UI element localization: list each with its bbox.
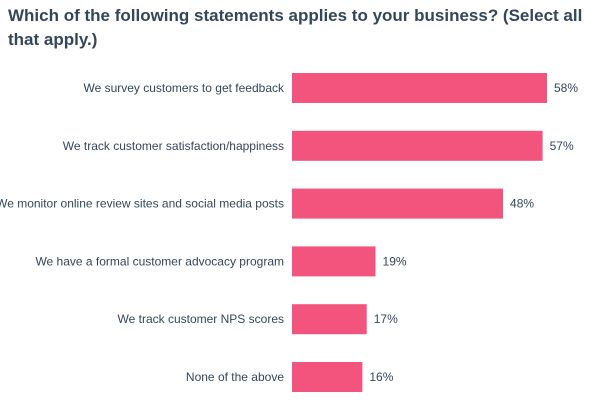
bar <box>292 73 547 103</box>
value-label: 19% <box>383 254 407 268</box>
category-label: We track customer NPS scores <box>118 312 285 326</box>
value-label: 16% <box>369 370 393 384</box>
value-label: 17% <box>374 312 398 326</box>
bar <box>292 304 367 335</box>
category-label: We survey customers to get feedback <box>83 81 285 95</box>
bars-group: We survey customers to get feedback 58% We… <box>0 73 578 392</box>
chart-title: Which of the following statements applie… <box>8 6 583 49</box>
category-label: We monitor online review sites and socia… <box>0 197 284 211</box>
category-label: We track customer satisfaction/happiness <box>63 139 284 153</box>
bar <box>292 188 504 219</box>
value-label: 58% <box>554 81 578 95</box>
category-label: We have a formal customer advocacy progr… <box>35 254 284 268</box>
bar <box>292 246 376 277</box>
bar <box>292 362 363 392</box>
value-label: 57% <box>550 139 574 153</box>
category-label: None of the above <box>186 370 284 384</box>
bar <box>292 130 543 161</box>
value-label: 48% <box>510 197 534 211</box>
